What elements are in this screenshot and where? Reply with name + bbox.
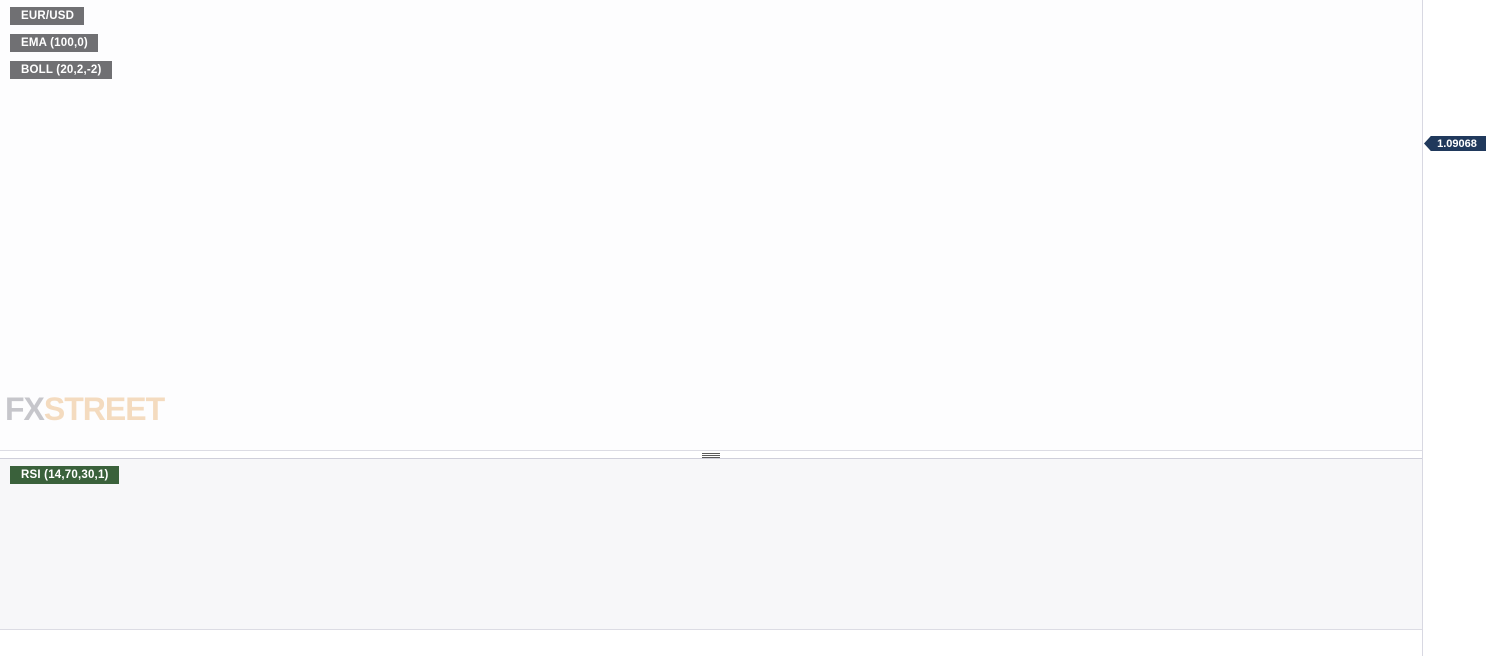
watermark-fx: FX xyxy=(5,391,45,427)
rsi-canvas[interactable] xyxy=(0,459,1422,629)
rsi-badge[interactable]: RSI (14,70,30,1) xyxy=(10,466,119,484)
ema-badge[interactable]: EMA (100,0) xyxy=(10,34,98,52)
ema-color-strip xyxy=(10,34,14,52)
separator-drag-handle[interactable] xyxy=(702,453,720,458)
price-axis[interactable]: 1.09068 xyxy=(1422,0,1494,656)
symbol-badge[interactable]: EUR/USD xyxy=(10,7,85,25)
current-price-badge: 1.09068 xyxy=(1424,136,1486,151)
time-axis[interactable] xyxy=(0,629,1422,656)
boll-badge-label: BOLL (20,2,-2) xyxy=(21,64,102,76)
rsi-color-strip xyxy=(10,466,14,484)
fxstreet-watermark: FXSTREET xyxy=(5,391,165,428)
ema-badge-label: EMA (100,0) xyxy=(21,37,88,49)
main-chart-canvas[interactable] xyxy=(0,0,1422,450)
watermark-street: STREET xyxy=(43,391,165,427)
panel-separator[interactable] xyxy=(0,450,1422,459)
boll-badge[interactable]: BOLL (20,2,-2) xyxy=(10,61,112,79)
main-chart-panel[interactable]: FXSTREET EUR/USD EMA (100,0) BOLL (20,2,… xyxy=(0,0,1422,450)
symbol-badge-label: EUR/USD xyxy=(21,10,75,22)
rsi-panel[interactable]: RSI (14,70,30,1) xyxy=(0,459,1422,629)
boll-color-strip xyxy=(10,61,14,79)
rsi-badge-label: RSI (14,70,30,1) xyxy=(21,469,109,481)
symbol-color-strip xyxy=(10,7,14,25)
